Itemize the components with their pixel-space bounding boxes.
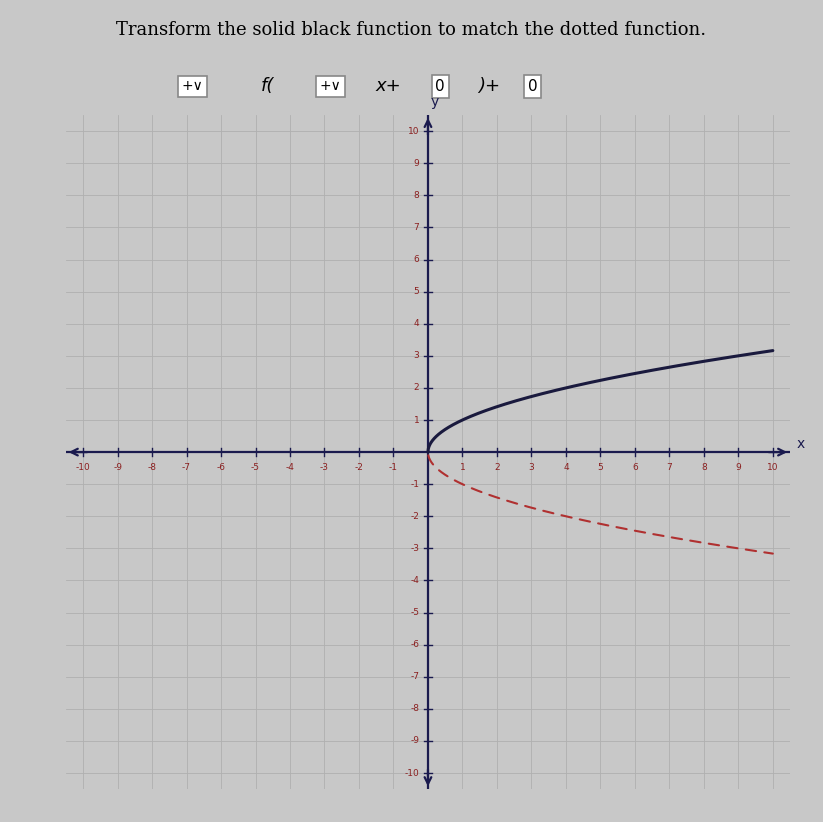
Text: -1: -1 bbox=[389, 464, 398, 473]
Text: 8: 8 bbox=[414, 191, 420, 200]
Text: 9: 9 bbox=[736, 464, 742, 473]
Text: )+: )+ bbox=[478, 77, 500, 95]
Text: -5: -5 bbox=[411, 608, 420, 617]
Text: -10: -10 bbox=[76, 464, 91, 473]
Text: x: x bbox=[797, 437, 805, 451]
Text: 3: 3 bbox=[528, 464, 534, 473]
Text: 0: 0 bbox=[435, 79, 445, 94]
Text: 1: 1 bbox=[414, 415, 420, 424]
Text: y: y bbox=[430, 95, 439, 109]
Text: -2: -2 bbox=[411, 512, 420, 521]
Text: -7: -7 bbox=[182, 464, 191, 473]
Text: 3: 3 bbox=[414, 351, 420, 360]
Text: 5: 5 bbox=[414, 287, 420, 296]
Text: -6: -6 bbox=[411, 640, 420, 649]
Text: -4: -4 bbox=[286, 464, 295, 473]
Text: -9: -9 bbox=[411, 737, 420, 746]
Text: 2: 2 bbox=[414, 383, 420, 392]
Text: 8: 8 bbox=[701, 464, 707, 473]
Text: +∨: +∨ bbox=[320, 79, 342, 94]
Text: -8: -8 bbox=[411, 704, 420, 713]
Text: -6: -6 bbox=[216, 464, 226, 473]
Text: -2: -2 bbox=[355, 464, 364, 473]
Text: 10: 10 bbox=[408, 127, 420, 136]
Text: 4: 4 bbox=[563, 464, 569, 473]
Text: 4: 4 bbox=[414, 319, 420, 328]
Text: x+: x+ bbox=[375, 77, 402, 95]
Text: f(: f( bbox=[261, 77, 274, 95]
Text: 7: 7 bbox=[667, 464, 672, 473]
Text: 2: 2 bbox=[494, 464, 500, 473]
Text: -3: -3 bbox=[320, 464, 329, 473]
Text: 7: 7 bbox=[414, 223, 420, 232]
Text: -1: -1 bbox=[411, 480, 420, 489]
Text: 1: 1 bbox=[459, 464, 465, 473]
Text: 10: 10 bbox=[767, 464, 779, 473]
Text: 6: 6 bbox=[632, 464, 638, 473]
Text: -10: -10 bbox=[405, 769, 420, 778]
Text: -5: -5 bbox=[251, 464, 260, 473]
Text: 6: 6 bbox=[414, 255, 420, 264]
Text: 9: 9 bbox=[414, 159, 420, 168]
Text: -8: -8 bbox=[147, 464, 156, 473]
Text: -9: -9 bbox=[113, 464, 122, 473]
Text: +∨: +∨ bbox=[182, 79, 203, 94]
Text: -4: -4 bbox=[411, 576, 420, 585]
Text: 5: 5 bbox=[597, 464, 603, 473]
Text: -7: -7 bbox=[411, 672, 420, 681]
Text: 0: 0 bbox=[528, 79, 537, 94]
Text: Transform the solid black function to match the dotted function.: Transform the solid black function to ma… bbox=[116, 21, 707, 39]
Text: -3: -3 bbox=[411, 544, 420, 553]
